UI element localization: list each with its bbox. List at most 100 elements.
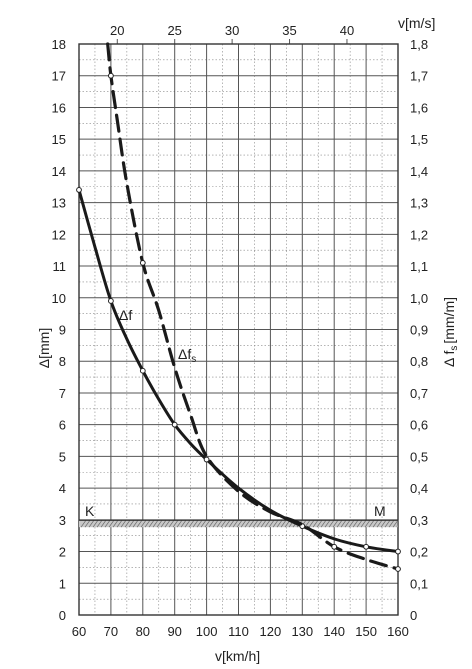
band-hatch: [216, 519, 223, 528]
band-hatch: [340, 519, 347, 528]
band-hatch: [392, 519, 399, 528]
band-hatch: [196, 519, 203, 528]
series-point-1: [395, 566, 401, 572]
band-hatch: [280, 519, 287, 528]
band-hatch: [304, 519, 311, 528]
band-hatch: [360, 519, 367, 528]
x-tick-label: 130: [291, 624, 313, 639]
x-tick-label: 160: [387, 624, 409, 639]
band-hatch: [344, 519, 351, 528]
band-hatch: [220, 519, 227, 528]
x2-tick-label: 20: [110, 23, 124, 38]
y2-tick-label: 0,7: [410, 386, 428, 401]
band-hatch: [348, 519, 355, 528]
y2-axis-label: Δ fs [mm/m]: [441, 297, 460, 367]
x-tick-label: 120: [260, 624, 282, 639]
band-hatch: [376, 519, 383, 528]
y2-tick-label: 0,3: [410, 513, 428, 528]
x2-tick-label: 35: [282, 23, 296, 38]
band-hatch: [140, 519, 147, 528]
band-hatch: [84, 519, 91, 528]
y2-axis-label-main: Δ f: [441, 351, 457, 367]
y-tick-label: 3: [59, 513, 66, 528]
y-axis-label: Δ[mm]: [36, 328, 52, 368]
y2-tick-label: 0: [410, 608, 417, 623]
band-hatch: [164, 519, 171, 528]
band-hatch: [88, 519, 95, 528]
band-hatch: [312, 519, 319, 528]
y2-tick-label: 0,8: [410, 354, 428, 369]
band-label-left: K: [85, 503, 95, 519]
x-tick-label: 60: [72, 624, 86, 639]
band-hatch: [156, 519, 163, 528]
y-tick-label: 9: [59, 323, 66, 338]
band-hatch: [192, 519, 199, 528]
band-hatch: [228, 519, 235, 528]
series-point-1: [331, 543, 338, 550]
band-hatch: [128, 519, 135, 528]
y-tick-label: 8: [59, 354, 66, 369]
band-hatch: [188, 519, 195, 528]
band-hatch: [80, 519, 87, 528]
band-hatch: [380, 519, 387, 528]
y2-tick-label: 0,1: [410, 576, 428, 591]
y-tick-label: 18: [52, 37, 66, 52]
series-point-1: [108, 72, 114, 79]
band-hatch: [124, 519, 131, 528]
y-tick-label: 7: [59, 386, 66, 401]
band-hatch: [352, 519, 359, 528]
series-point-0: [139, 367, 146, 374]
band-hatch: [108, 519, 115, 528]
y-tick-label: 16: [52, 100, 66, 115]
x2-axis-label: v[m/s]: [398, 15, 435, 31]
y-tick-label: 10: [52, 291, 66, 306]
y2-tick-label: 1,5: [410, 132, 428, 147]
series-point-0: [76, 187, 82, 193]
band-hatch: [388, 519, 395, 528]
band-hatch: [148, 519, 155, 528]
y2-axis-label-sub: s: [449, 346, 460, 351]
band-hatch: [364, 519, 371, 528]
band-hatch: [120, 519, 127, 528]
x2-tick-label: 30: [225, 23, 239, 38]
y-tick-label: 6: [59, 418, 66, 433]
y2-tick-label: 1,0: [410, 291, 428, 306]
series-line-0: [77, 188, 400, 554]
series-point-0: [363, 543, 370, 550]
y2-tick-label: 1,6: [410, 100, 428, 115]
band-hatch: [200, 519, 207, 528]
band-hatch: [356, 519, 363, 528]
series-label-delta-fs-sub: s: [191, 354, 196, 365]
band-hatch: [172, 519, 179, 528]
y-tick-label: 1: [59, 576, 66, 591]
y2-tick-label: 1,4: [410, 164, 428, 179]
band-hatch: [144, 519, 151, 528]
band-hatch: [112, 519, 119, 528]
plot-frame: [78, 43, 399, 616]
band-hatch: [100, 519, 107, 528]
band-hatch: [96, 519, 103, 528]
band-hatch: [136, 519, 143, 528]
band-hatch: [332, 519, 339, 528]
band-hatch: [236, 519, 243, 528]
band-hatch: [132, 519, 139, 528]
y-tick-label: 11: [53, 259, 67, 274]
series-label-delta-fs-main: Δf: [178, 346, 191, 362]
band-hatch: [208, 519, 215, 528]
band-hatch: [324, 519, 331, 528]
series-point-1: [139, 259, 146, 266]
band-hatch: [308, 519, 315, 528]
series-point-0: [171, 421, 178, 428]
band-hatch: [104, 519, 111, 528]
x-tick-label: 150: [355, 624, 377, 639]
y-tick-label: 5: [59, 449, 66, 464]
y2-tick-label: 1,3: [410, 196, 428, 211]
y2-tick-label: 1,8: [410, 37, 428, 52]
band-hatch: [368, 519, 375, 528]
y-tick-label: 14: [52, 164, 66, 179]
x-tick-label: 140: [323, 624, 345, 639]
y-tick-label: 17: [52, 69, 66, 84]
